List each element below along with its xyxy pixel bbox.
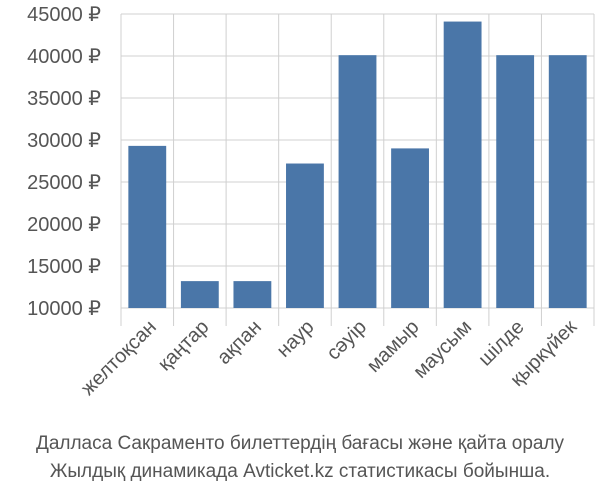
x-tick-label: сәуір — [322, 316, 371, 365]
caption-line-2: Жылдық динамикада Avticket.kz статистика… — [49, 461, 551, 482]
bar-9 — [548, 55, 587, 308]
y-tick-label: 40000 ₽ — [27, 46, 101, 68]
y-tick-label: 25000 ₽ — [27, 172, 101, 194]
y-tick-label: 20000 ₽ — [27, 214, 101, 236]
x-tick-label: қаңтар — [154, 316, 213, 375]
bar-chart: 10000 ₽ 15000 ₽ 20000 ₽ 25000 ₽ 30000 ₽ 35000… — [27, 4, 595, 400]
bar-5 — [338, 55, 377, 308]
y-tick-label: 10000 ₽ — [27, 298, 101, 320]
chart-caption: Далласа Сакраменто билеттердің бағасы жә… — [0, 430, 600, 486]
y-tick-label: 15000 ₽ — [27, 256, 101, 278]
bar-8 — [496, 55, 535, 308]
bar-4 — [286, 163, 324, 308]
y-tick-label: 30000 ₽ — [27, 130, 101, 152]
bar-7 — [443, 21, 482, 309]
x-tick-label: маусым — [409, 316, 476, 383]
x-tick-label: ақпан — [213, 316, 266, 369]
x-tick-label: желтоқсан — [77, 316, 161, 400]
caption-line-1: Далласа Сакраменто билеттердің бағасы жә… — [35, 433, 565, 454]
bar-6 — [391, 148, 429, 308]
y-tick-label: 45000 ₽ — [27, 4, 101, 26]
bar-3 — [233, 281, 272, 308]
bar-1 — [128, 145, 167, 308]
bar-2 — [180, 281, 219, 308]
y-tick-label: 35000 ₽ — [27, 88, 101, 110]
x-tick-label: наур — [273, 316, 319, 362]
